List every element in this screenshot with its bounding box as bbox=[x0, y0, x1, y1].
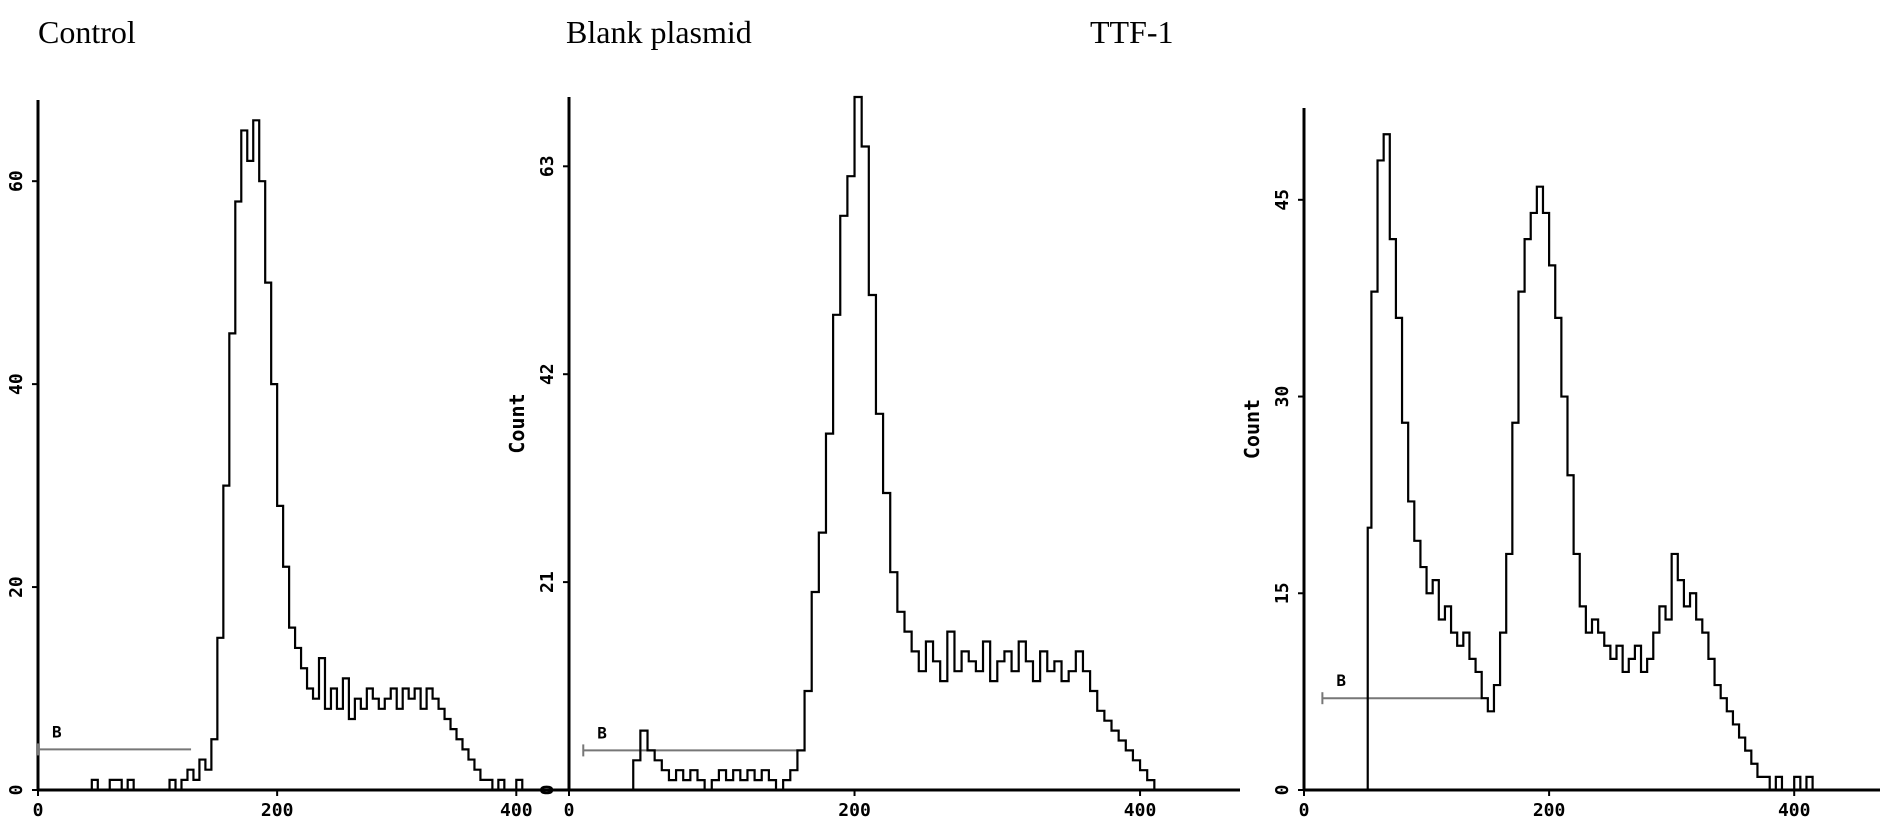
ttf1-x-tick-label: 0 bbox=[1299, 800, 1310, 821]
control-gate-label: B bbox=[52, 722, 62, 741]
blank-plasmid-x-tick-label: 0 bbox=[564, 800, 575, 821]
panel-title-control: Control bbox=[38, 14, 136, 50]
control-x-tick-label: 400 bbox=[500, 800, 533, 821]
control-y-tick-label: 0 bbox=[6, 785, 27, 796]
control-y-tick-label: 20 bbox=[6, 576, 27, 598]
blank-plasmid-y-tick-label: 21 bbox=[537, 571, 558, 593]
blank-plasmid-y-tick-label: 42 bbox=[537, 363, 558, 385]
blank-plasmid-y-tick-label: 0 bbox=[537, 785, 558, 796]
ttf1-y-tick-label: 15 bbox=[1272, 582, 1293, 604]
panel-title-blank-plasmid: Blank plasmid bbox=[566, 14, 752, 50]
blank-plasmid-x-tick-label: 400 bbox=[1124, 800, 1157, 821]
control-histogram-series-0 bbox=[38, 119, 532, 792]
blank-plasmid-y-axis-title: Count bbox=[505, 393, 529, 453]
ttf1-gate-label: B bbox=[1336, 671, 1346, 690]
control-y-tick-label: 60 bbox=[6, 170, 27, 192]
control-x-tick-label: 200 bbox=[261, 800, 294, 821]
ttf1-y-tick-label: 30 bbox=[1272, 386, 1293, 408]
blank-plasmid-gate-label: B bbox=[597, 723, 607, 742]
ttf1-histogram-series-0 bbox=[1365, 133, 1817, 792]
ttf1-y-axis-title: Count bbox=[1240, 399, 1264, 459]
control-x-tick-label: 0 bbox=[33, 800, 44, 821]
panel-title-ttf1: TTF-1 bbox=[1090, 14, 1174, 50]
ttf1-x-tick-label: 200 bbox=[1533, 800, 1566, 821]
blank-plasmid-y-tick-label: 63 bbox=[537, 155, 558, 177]
ttf1-y-tick-label: 45 bbox=[1272, 189, 1293, 211]
control-y-tick-label: 40 bbox=[6, 373, 27, 395]
blank-plasmid-histogram-series-0 bbox=[626, 95, 1159, 792]
blank-plasmid-x-tick-label: 200 bbox=[838, 800, 871, 821]
ttf1-x-tick-label: 400 bbox=[1778, 800, 1811, 821]
ttf1-y-tick-label: 0 bbox=[1272, 785, 1293, 796]
